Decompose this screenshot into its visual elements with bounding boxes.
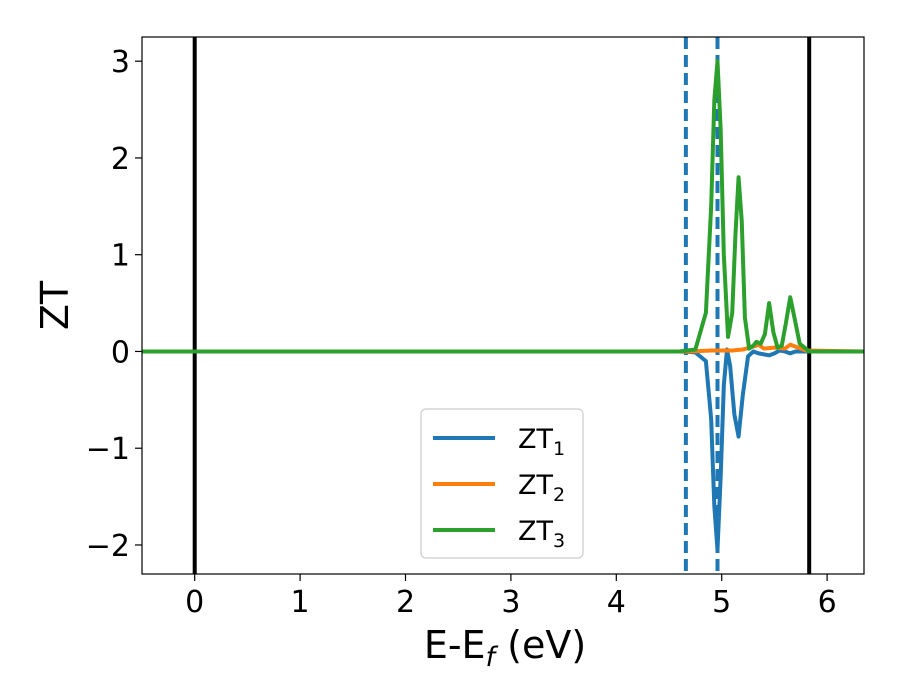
axes-frame [141, 36, 865, 575]
legend-box [420, 408, 584, 559]
y-axis-title: ZT [33, 280, 77, 330]
legend-label-main-2: ZT [518, 470, 553, 501]
x-tick-label-6: 6 [818, 585, 837, 620]
y-tick-label-0: −2 [86, 529, 130, 564]
y-tick-label-1: −1 [86, 432, 130, 467]
x-axis-title-tail: (eV) [495, 623, 586, 667]
y-tick-label-3: 1 [111, 239, 130, 274]
x-tick-label-1: 1 [291, 585, 310, 620]
plot-inner [142, 37, 864, 574]
legend-label-sub-2: 2 [553, 484, 565, 506]
x-axis-title-main: E-E [424, 623, 486, 667]
x-tick-label-3: 3 [501, 585, 520, 620]
legend-label-2: ZT2 [518, 470, 565, 506]
x-tick-label-5: 5 [712, 585, 731, 620]
x-tick-label-2: 2 [396, 585, 415, 620]
x-tick-label-4: 4 [607, 585, 626, 620]
legend-label-1: ZT1 [518, 424, 565, 460]
plot-area [142, 37, 864, 574]
x-axis-title: E-Ef (eV) [424, 623, 586, 673]
legend-label-main-1: ZT [518, 424, 553, 455]
legend-label-main-3: ZT [518, 516, 553, 547]
y-tick-label-2: 0 [111, 335, 130, 370]
legend-label-3: ZT3 [518, 516, 565, 552]
y-tick-label-5: 3 [111, 45, 130, 80]
legend-label-sub-1: 1 [553, 438, 565, 460]
legend-label-sub-3: 3 [553, 530, 565, 552]
series-line-1 [142, 347, 864, 552]
series-line-3 [142, 59, 864, 354]
y-tick-label-4: 2 [111, 142, 130, 177]
x-tick-label-0: 0 [185, 585, 204, 620]
